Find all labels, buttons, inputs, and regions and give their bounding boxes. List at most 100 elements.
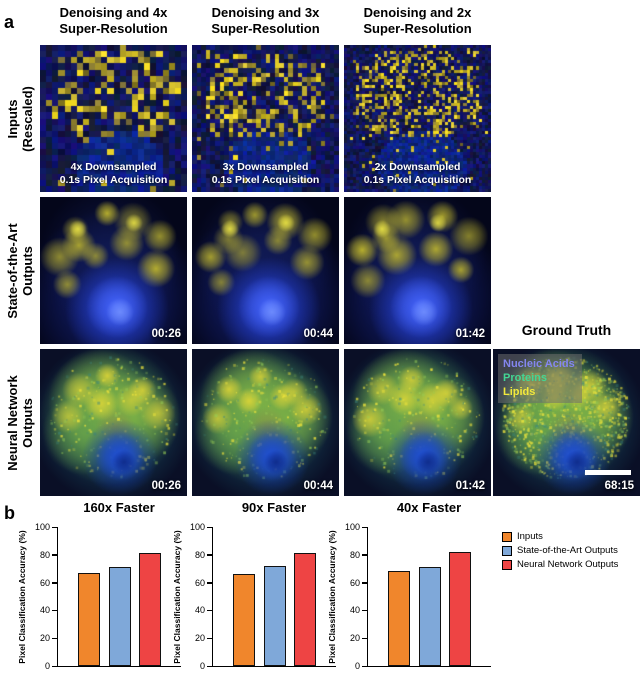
- ground-truth-image: Nucleic Acids Proteins Lipids 68:15: [493, 349, 640, 496]
- sota-image-4x: 00:26: [40, 197, 187, 344]
- y-tick-mark: [207, 665, 213, 667]
- y-tick-label: 80: [349, 549, 360, 560]
- y-tick-mark: [207, 526, 213, 528]
- bar-state-of-the-art-outputs: [108, 567, 131, 666]
- y-tick-label: 20: [194, 633, 205, 644]
- y-tick-label: 0: [199, 661, 205, 671]
- panel-a-label: a: [4, 12, 15, 32]
- microscopy-canvas: [192, 197, 339, 344]
- y-tick-label: 100: [189, 522, 205, 532]
- y-tick-label: 60: [194, 577, 205, 588]
- sota-image-3x: 00:44: [192, 197, 339, 344]
- acquisition-time: 01:42: [455, 328, 485, 340]
- y-tick-label: 80: [39, 549, 50, 560]
- nn-image-3x: 00:44: [192, 349, 339, 496]
- microscopy-canvas: [344, 45, 491, 192]
- chart-legend: Inputs State-of-the-Art Outputs Neural N…: [502, 531, 618, 573]
- scale-bar: [585, 470, 631, 475]
- row-label-line-1: Neural Network: [5, 374, 20, 471]
- y-tick-mark: [52, 554, 58, 556]
- row-label-line-2: (Rescaled): [20, 85, 35, 152]
- overlay-line-1: 4x Downsampled: [70, 161, 157, 173]
- y-tick-mark: [207, 609, 213, 612]
- microscopy-canvas: [40, 45, 187, 192]
- y-tick-mark: [52, 665, 58, 667]
- row-label-inputs: Inputs (Rescaled): [0, 45, 40, 192]
- bar-neural-network-outputs: [449, 552, 472, 666]
- bar-state-of-the-art-outputs: [263, 565, 286, 666]
- acquisition-time: 68:15: [604, 480, 634, 492]
- bar-chart-160x: 0 20 40 60 80 100: [35, 522, 181, 671]
- y-tick-label: 100: [34, 522, 50, 532]
- sota-image-2x: 01:42: [344, 197, 491, 344]
- overlay-line-1: 3x Downsampled: [222, 161, 309, 173]
- row-label-line-1: State-of-the-Art: [5, 222, 20, 319]
- y-tick-mark: [362, 582, 368, 584]
- header-line-2: Super-Resolution: [59, 21, 168, 36]
- overlay-line-2: 0.1s Pixel Acquisition: [363, 174, 472, 186]
- overlay-line-2: 0.1s Pixel Acquisition: [59, 174, 168, 186]
- header-line-1: Denoising and 3x: [211, 5, 320, 20]
- bar-inputs: [387, 571, 410, 666]
- legend-lipids: Lipids: [503, 386, 536, 398]
- y-tick-label: 40: [349, 605, 360, 616]
- chart-title-40x: 40x Faster: [396, 500, 462, 515]
- bar-chart-40x: 0 20 40 60 80 100: [345, 522, 491, 671]
- input-overlay-text: 4x Downsampled 0.1s Pixel Acquisition: [40, 161, 187, 187]
- y-tick-mark: [207, 637, 213, 640]
- row-label-state-of-the-art: State-of-the-Art Outputs: [0, 197, 40, 344]
- y-tick-mark: [52, 526, 58, 528]
- bar-neural-network-outputs: [139, 553, 162, 666]
- header-line-2: Super-Resolution: [363, 21, 472, 36]
- y-tick-mark: [52, 582, 58, 584]
- acquisition-time: 00:44: [303, 480, 333, 492]
- legend-label-inputs: Inputs: [517, 531, 543, 542]
- legend-swatch-inputs: [502, 531, 512, 542]
- bar-inputs: [77, 572, 100, 666]
- legend-swatch-nn: [502, 559, 512, 570]
- ground-truth-legend: Nucleic Acids Proteins Lipids: [498, 354, 582, 403]
- acquisition-time: 00:44: [303, 328, 333, 340]
- column-header-3x: Denoising and 3x Super-Resolution: [192, 5, 339, 37]
- y-tick-label: 40: [194, 605, 205, 616]
- y-tick-mark: [362, 554, 368, 556]
- nn-image-2x: 01:42: [344, 349, 491, 496]
- row-label-line-2: Outputs: [20, 397, 35, 448]
- y-tick-label: 0: [354, 661, 360, 671]
- y-tick-label: 0: [44, 661, 50, 671]
- acquisition-time: 00:26: [151, 328, 181, 340]
- y-tick-label: 100: [344, 522, 360, 532]
- panel-b-label: b: [4, 503, 15, 523]
- microscopy-canvas: [192, 45, 339, 192]
- legend-item-nn: Neural Network Outputs: [502, 559, 618, 570]
- nn-image-4x: 00:26: [40, 349, 187, 496]
- ground-truth-title: Ground Truth: [521, 322, 612, 338]
- y-tick-mark: [52, 637, 58, 640]
- legend-proteins: Proteins: [503, 372, 548, 384]
- column-header-2x: Denoising and 2x Super-Resolution: [344, 5, 491, 37]
- header-line-1: Denoising and 4x: [59, 5, 168, 20]
- y-tick-label: 20: [349, 633, 360, 644]
- chart-title-160x: 160x Faster: [83, 500, 155, 515]
- y-axis-label-wrap: Pixel Classification Accuracy (%): [15, 527, 29, 667]
- y-tick-mark: [207, 582, 213, 584]
- y-tick-mark: [52, 609, 58, 612]
- chart-title-90x: 90x Faster: [241, 500, 307, 515]
- y-tick-mark: [362, 609, 368, 612]
- input-overlay-text: 2x Downsampled 0.1s Pixel Acquisition: [344, 161, 491, 187]
- y-tick-label: 80: [194, 549, 205, 560]
- acquisition-time: 01:42: [455, 480, 485, 492]
- y-tick-mark: [362, 665, 368, 667]
- legend-swatch-sota: [502, 545, 512, 556]
- legend-item-inputs: Inputs: [502, 531, 618, 542]
- microscopy-canvas: [192, 349, 339, 496]
- header-line-2: Super-Resolution: [211, 21, 320, 36]
- bar-state-of-the-art-outputs: [418, 567, 441, 666]
- input-image-2x: 2x Downsampled 0.1s Pixel Acquisition: [344, 45, 491, 192]
- legend-label-nn: Neural Network Outputs: [517, 559, 619, 570]
- y-tick-label: 60: [39, 577, 50, 588]
- y-tick-mark: [207, 554, 213, 556]
- row-label-line-2: Outputs: [20, 245, 35, 296]
- y-tick-mark: [362, 526, 368, 528]
